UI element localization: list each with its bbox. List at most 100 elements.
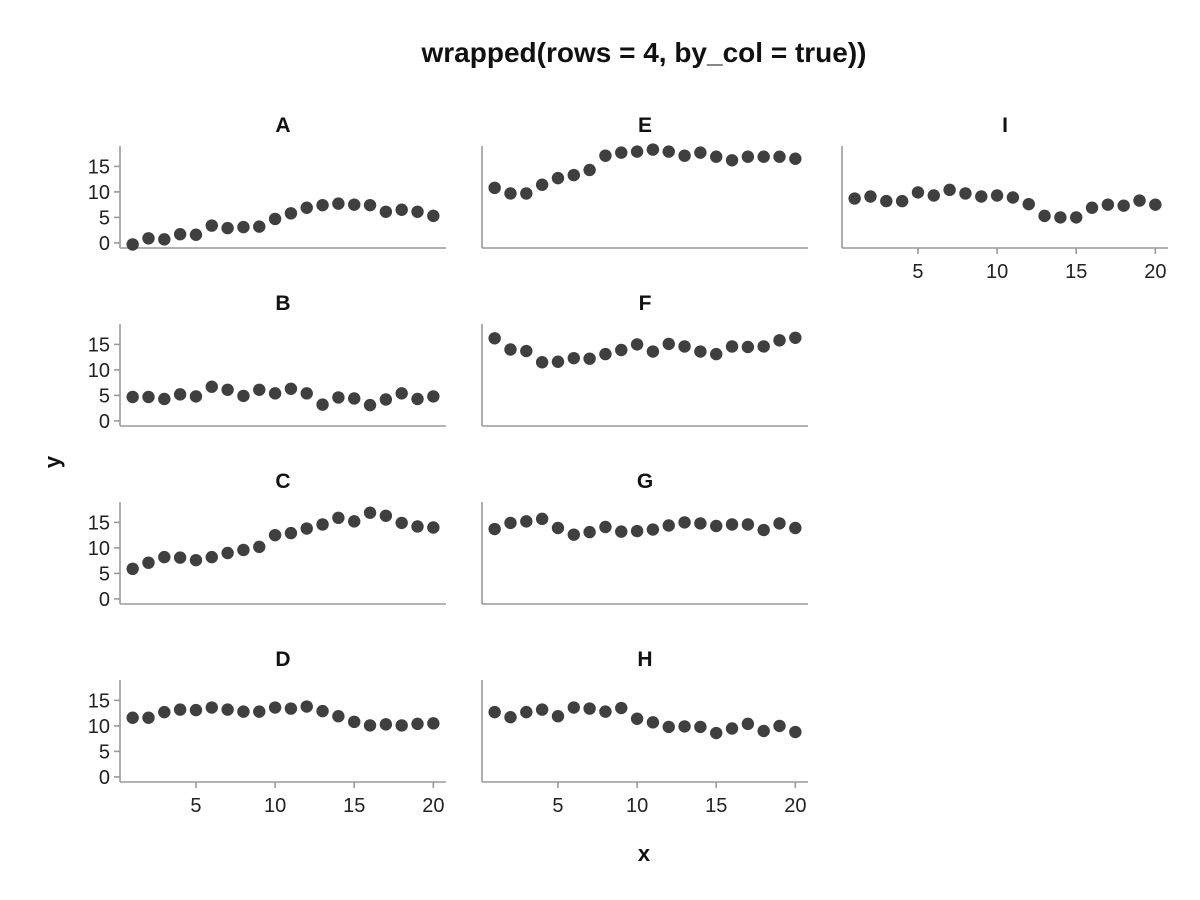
y-axis-label: y <box>40 455 65 468</box>
data-point <box>551 710 565 723</box>
data-point <box>959 187 972 200</box>
facet-label-h: H <box>637 648 652 671</box>
data-point <box>237 705 250 718</box>
data-point <box>678 720 691 733</box>
data-point <box>427 209 440 223</box>
data-point <box>1038 209 1051 223</box>
data-point <box>757 724 770 738</box>
data-point <box>158 705 171 719</box>
x-tick-label: 5 <box>190 795 201 817</box>
facet-panel-i: I 5 10 15 20 <box>841 114 1168 283</box>
data-point <box>773 334 786 347</box>
data-point <box>599 520 612 534</box>
data-point <box>253 540 266 554</box>
data-point <box>773 150 786 163</box>
data-point <box>662 145 675 158</box>
data-point <box>348 515 361 528</box>
data-point <box>316 704 329 718</box>
data-point <box>142 556 155 569</box>
data-point <box>583 352 596 365</box>
data-point <box>1117 199 1130 212</box>
data-point <box>599 149 612 162</box>
chart-title: wrapped(rows = 4, by_col = true)) <box>420 37 866 68</box>
data-point <box>615 525 628 538</box>
data-point <box>363 719 377 732</box>
data-point <box>189 553 203 567</box>
data-point <box>880 194 893 208</box>
data-point <box>662 519 675 532</box>
data-point <box>488 522 501 536</box>
data-point <box>173 703 187 716</box>
y-tick-label: 15 <box>88 512 110 534</box>
data-point <box>268 528 282 542</box>
facet-panel-a: A 0 5 10 15 <box>88 114 446 255</box>
data-point <box>678 149 691 162</box>
x-tick-label: 20 <box>784 795 806 817</box>
data-point <box>895 194 909 208</box>
data-point <box>411 205 424 218</box>
data-point <box>630 338 644 351</box>
data-point <box>1085 201 1099 214</box>
facet-panel-g: G <box>481 470 808 605</box>
data-point <box>757 523 770 537</box>
data-point <box>646 345 660 358</box>
data-point <box>551 521 565 535</box>
data-point <box>535 512 549 526</box>
data-point <box>757 150 770 163</box>
data-point <box>488 705 501 719</box>
data-point <box>943 183 956 197</box>
data-point <box>678 340 691 353</box>
data-point <box>488 332 501 345</box>
data-point <box>662 337 675 351</box>
data-point <box>284 382 298 395</box>
data-point <box>158 233 171 246</box>
facet-label-e: E <box>638 114 652 137</box>
data-point <box>927 189 940 202</box>
data-point <box>789 521 802 535</box>
data-point <box>694 146 707 159</box>
y-tick-label: 10 <box>88 538 110 560</box>
data-point <box>725 518 739 531</box>
data-point <box>789 331 802 344</box>
data-point <box>395 516 408 530</box>
data-point <box>789 725 802 739</box>
facet-panel-f: F <box>481 292 808 427</box>
data-point <box>694 720 707 734</box>
y-tick-label: 5 <box>99 563 110 585</box>
data-point <box>725 340 739 353</box>
facet-panels: A 0 5 10 15 B 0 5 10 15 C 0 5 10 15 D 0 5 10 15 5 10 15 20 E F G H 5… <box>88 114 1168 817</box>
data-point <box>504 187 517 200</box>
data-point <box>1101 198 1115 211</box>
data-point <box>535 178 549 191</box>
x-tick-label: 15 <box>343 795 365 817</box>
data-point <box>551 171 565 185</box>
facet-panel-b: B 0 5 10 15 <box>88 292 446 433</box>
data-point <box>710 347 723 361</box>
data-point <box>646 143 660 156</box>
x-tick-label: 15 <box>1065 261 1087 283</box>
data-point <box>348 392 361 405</box>
y-tick-label: 0 <box>99 767 110 789</box>
data-point <box>504 343 517 356</box>
data-point <box>1022 197 1035 211</box>
data-point <box>773 719 786 733</box>
data-point <box>268 701 282 714</box>
data-point <box>678 516 691 529</box>
data-point <box>363 398 377 412</box>
data-point <box>332 391 345 404</box>
data-point <box>205 380 218 393</box>
data-point <box>300 700 313 713</box>
data-point <box>551 355 565 368</box>
data-point <box>599 347 612 361</box>
data-point <box>268 387 282 400</box>
data-point <box>567 351 580 365</box>
data-point <box>173 551 187 564</box>
data-point <box>142 232 155 245</box>
data-point <box>158 392 171 406</box>
y-tick-label: 10 <box>88 360 110 382</box>
data-point <box>757 340 770 353</box>
data-point <box>646 523 660 536</box>
data-point <box>520 705 533 719</box>
x-tick-label: 20 <box>1144 261 1166 283</box>
